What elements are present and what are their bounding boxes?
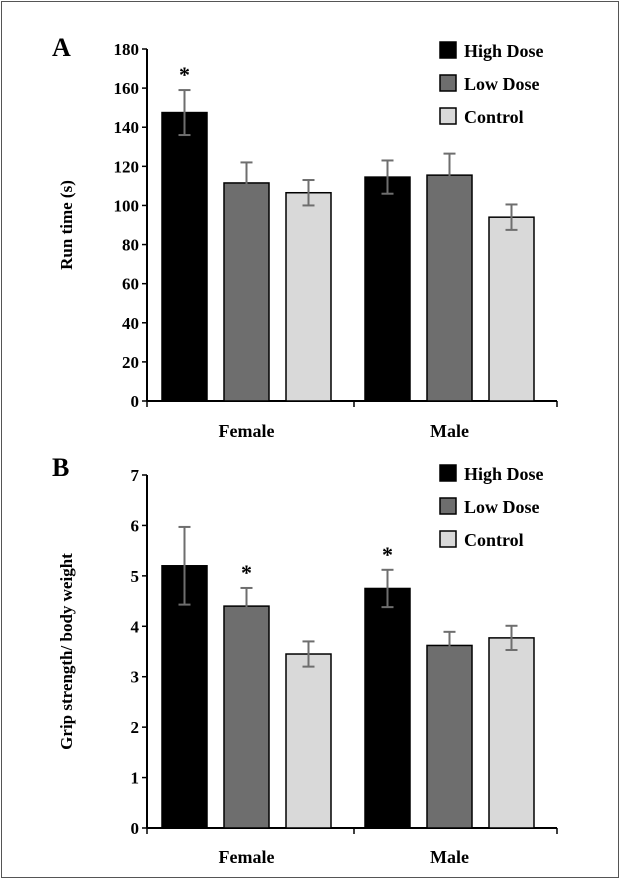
y-axis-label: Run time (s)	[57, 180, 76, 270]
y-tick-label: 60	[122, 275, 139, 294]
bar-high-dose-male	[364, 587, 411, 829]
legend-swatch	[439, 41, 457, 59]
bar-low-dose-male	[426, 644, 473, 829]
y-tick-label: 160	[114, 79, 140, 98]
y-tick-label: 1	[131, 769, 140, 788]
x-category-label: Female	[219, 847, 275, 867]
legend-label: Control	[464, 530, 524, 550]
y-axis-label: Grip strength/ body weight	[57, 553, 76, 750]
legend-swatch	[439, 74, 457, 92]
legend: High Dose Low Dose Control	[439, 41, 544, 127]
bar-high-dose-female	[161, 111, 208, 402]
y-tick-label: 80	[122, 236, 139, 255]
bar-low-dose-female	[223, 182, 270, 402]
legend-label: Low Dose	[464, 497, 540, 517]
chart-panel-b: 0 1 2 3 4 5 6 7 * Female * Male Grip strength/ body …	[52, 453, 558, 867]
bar-low-dose-female	[223, 605, 270, 829]
y-tick-label: 180	[114, 40, 140, 59]
panel-label: B	[52, 453, 69, 482]
x-category-label: Male	[430, 847, 469, 867]
bar-control-male	[488, 216, 535, 402]
y-tick-label: 40	[122, 314, 139, 333]
bar-low-dose-male	[426, 174, 473, 402]
significance-marker: *	[179, 62, 190, 87]
y-tick-label: 100	[114, 196, 140, 215]
panel-label: A	[52, 33, 71, 62]
y-tick-label: 4	[131, 617, 140, 636]
legend-swatch	[439, 107, 457, 125]
bar-high-dose-female	[161, 565, 208, 829]
x-category-label: Female	[219, 421, 275, 441]
legend-label: High Dose	[464, 41, 544, 61]
y-tick-label: 3	[131, 668, 140, 687]
bar-control-female	[285, 191, 332, 402]
legend-label: Control	[464, 107, 524, 127]
legend-swatch	[439, 497, 457, 515]
y-tick-label: 140	[114, 118, 140, 137]
y-tick-label: 2	[131, 718, 140, 737]
y-tick-label: 20	[122, 353, 139, 372]
y-tick-label: 5	[131, 567, 140, 586]
bar-control-male	[488, 637, 535, 829]
y-tick-label: 6	[131, 516, 140, 535]
legend-label: High Dose	[464, 464, 544, 484]
y-tick-label: 0	[131, 392, 140, 411]
chart-panel-a: 0 20 40 60 80 100 120 140 160 180 * Female Male Run t…	[52, 33, 558, 441]
legend-swatch	[439, 530, 457, 548]
y-tick-label: 120	[114, 157, 140, 176]
legend: High Dose Low Dose Control	[439, 464, 544, 550]
bar-control-female	[285, 653, 332, 829]
y-tick-label: 7	[131, 466, 140, 485]
legend-label: Low Dose	[464, 74, 540, 94]
bar-high-dose-male	[364, 176, 411, 402]
significance-marker: *	[382, 542, 393, 567]
significance-marker: *	[241, 560, 252, 585]
y-tick-label: 0	[131, 819, 140, 838]
legend-swatch	[439, 464, 457, 482]
x-category-label: Male	[430, 421, 469, 441]
